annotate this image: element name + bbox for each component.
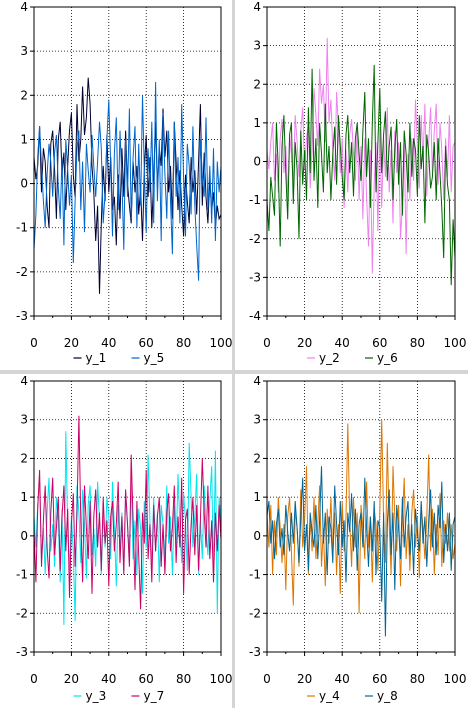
plot-frame [266,6,456,317]
plot-frame [33,380,222,653]
x-tick-label: 20 [297,672,312,686]
panel-background [235,0,468,370]
legend-label: y_6 [377,351,398,365]
x-tick-label: 80 [410,672,425,686]
y-tick-label: 2 [253,451,261,465]
x-tick-label: 0 [263,672,271,686]
y-tick-label: 1 [253,116,261,130]
y-tick-label: 0 [20,177,28,191]
y-tick-label: -3 [16,645,28,659]
x-tick-label: 0 [30,672,38,686]
series-line-y5 [33,81,222,281]
x-tick-label: 40 [335,336,350,350]
x-tick-label: 60 [139,336,154,350]
y-tick-label: 0 [253,155,261,169]
legend: y_3 y_7 [73,689,165,703]
y-tick-label: -2 [249,606,261,620]
legend-label: y_3 [86,689,107,703]
legend-label: y_8 [377,689,398,703]
x-tick-label: 40 [335,672,350,686]
y-tick-label: -3 [249,645,261,659]
x-tick-label: 40 [101,336,116,350]
vertical-splitter[interactable] [232,0,235,708]
x-tick-label: 0 [30,336,38,350]
y-tick-label: -1 [249,568,261,582]
y-tick-label: 1 [20,490,28,504]
x-tick-label: 80 [410,336,425,350]
legend: y_1 y_5 [73,351,165,365]
x-tick-label: 20 [64,672,79,686]
y-tick-label: -1 [249,193,261,207]
y-tick-label: 0 [20,529,28,543]
x-tick-label: 20 [297,336,312,350]
legend-label: y_4 [319,689,340,703]
series-line-y2 [266,37,456,274]
y-tick-label: 4 [253,374,261,388]
x-tick-label: 20 [64,336,79,350]
horizontal-splitter[interactable] [0,370,468,374]
y-tick-label: 2 [20,88,28,102]
legend: y_4 y_8 [307,689,398,703]
x-tick-label: 80 [176,336,191,350]
y-tick-label: 1 [20,132,28,146]
plot-frame [33,6,222,317]
x-tick-label: 100 [444,672,467,686]
legend-label: y_7 [144,689,165,703]
x-tick-label: 0 [263,336,271,350]
y-tick-label: 2 [20,451,28,465]
y-tick-label: 0 [253,529,261,543]
x-tick-label: 40 [101,672,116,686]
legend: y_2 y_6 [307,351,398,365]
y-tick-label: 4 [253,0,261,14]
series-line-y8 [266,466,456,637]
y-tick-label: 3 [20,44,28,58]
x-tick-label: 100 [210,336,233,350]
y-tick-label: -2 [16,265,28,279]
y-tick-label: 1 [253,490,261,504]
legend-label: y_5 [144,351,165,365]
plot-frame [266,380,456,653]
panel-background [0,0,232,370]
y-tick-label: -1 [16,568,28,582]
y-tick-label: -4 [249,309,261,323]
legend-label: y_1 [86,351,107,365]
x-tick-label: 60 [372,672,387,686]
y-tick-label: -3 [249,270,261,284]
y-tick-label: -1 [16,221,28,235]
y-tick-label: 3 [20,413,28,427]
x-tick-label: 60 [372,336,387,350]
y-tick-label: 3 [253,413,261,427]
x-tick-label: 80 [176,672,191,686]
x-tick-label: 100 [210,672,233,686]
y-tick-label: -2 [16,606,28,620]
legend-label: y_2 [319,351,340,365]
y-tick-label: -2 [249,232,261,246]
y-tick-label: 4 [20,374,28,388]
y-tick-label: 3 [253,39,261,53]
series-line-y7 [33,415,222,610]
series-line-y6 [266,64,456,286]
y-tick-label: 2 [253,77,261,91]
y-tick-label: -3 [16,309,28,323]
x-tick-label: 60 [139,672,154,686]
x-tick-label: 100 [444,336,467,350]
y-tick-label: 4 [20,0,28,14]
